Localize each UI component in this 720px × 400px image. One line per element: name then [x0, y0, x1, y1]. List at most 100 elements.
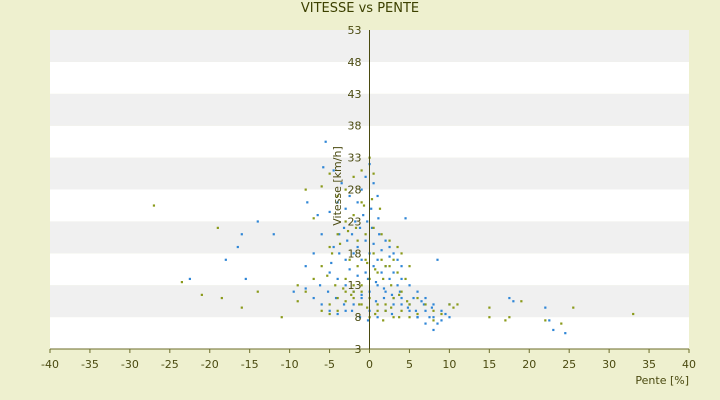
data-point [388, 239, 391, 242]
data-point [362, 204, 366, 207]
data-point [400, 296, 403, 300]
data-point [356, 274, 359, 277]
data-point [424, 309, 427, 312]
data-point [370, 207, 373, 210]
data-point [384, 309, 387, 312]
data-point [338, 233, 341, 236]
data-point [384, 290, 387, 293]
data-point [352, 296, 355, 300]
data-point [396, 245, 399, 249]
y-tick-label: 23 [348, 215, 362, 228]
data-point [416, 316, 419, 319]
data-point [312, 252, 315, 255]
data-point [360, 293, 363, 296]
data-point [400, 303, 403, 306]
data-point [374, 281, 378, 284]
data-point [406, 306, 410, 309]
data-point [392, 296, 395, 300]
data-point [296, 284, 299, 287]
data-point [256, 220, 259, 223]
data-point [352, 175, 355, 178]
data-point [350, 233, 354, 236]
data-point [354, 226, 358, 229]
data-point [296, 300, 299, 303]
data-point [396, 258, 399, 261]
data-point [384, 303, 387, 306]
data-point [448, 316, 451, 319]
data-point [366, 319, 370, 322]
data-point [380, 258, 383, 261]
data-point [372, 172, 375, 175]
data-point [432, 316, 435, 319]
data-point [326, 290, 330, 293]
data-point [360, 290, 363, 293]
data-point [564, 332, 567, 335]
data-point [400, 265, 403, 268]
data-point [180, 281, 183, 284]
data-point [344, 309, 347, 312]
data-point [360, 188, 363, 191]
data-point [304, 188, 307, 191]
data-point [378, 207, 382, 210]
data-point [392, 316, 395, 319]
data-point [354, 220, 357, 223]
y-tick-label: 13 [348, 279, 362, 292]
data-point [336, 233, 339, 236]
data-point [336, 312, 339, 316]
data-point [336, 309, 339, 312]
x-tick-label: -5 [324, 358, 335, 371]
data-point [376, 194, 379, 198]
data-point [364, 258, 367, 261]
data-point [240, 233, 243, 236]
data-point [344, 290, 347, 293]
data-point [414, 309, 418, 312]
data-point [380, 249, 383, 252]
x-tick-label: 40 [682, 358, 696, 371]
data-point [360, 303, 363, 306]
data-point [280, 316, 283, 319]
y-tick-label: 48 [348, 56, 362, 69]
data-point [400, 277, 403, 281]
data-point [342, 287, 345, 290]
data-point [152, 204, 156, 207]
data-point [488, 306, 491, 309]
data-point [312, 296, 315, 300]
data-point [216, 226, 219, 229]
data-point [356, 245, 359, 249]
data-point [380, 271, 383, 274]
x-axis-label: Pente [%] [635, 374, 689, 387]
data-point [360, 258, 363, 261]
data-points [152, 140, 635, 335]
data-point [356, 201, 359, 204]
data-point [388, 245, 391, 249]
data-point [376, 309, 379, 312]
data-point [350, 309, 354, 312]
data-point [412, 296, 415, 300]
data-point [316, 214, 319, 217]
data-point [304, 287, 307, 290]
data-point [356, 265, 359, 268]
data-point [344, 277, 347, 281]
data-point [376, 271, 379, 274]
data-point [520, 300, 523, 303]
data-point [304, 265, 307, 268]
data-point [436, 322, 439, 325]
data-point [456, 303, 459, 306]
data-point [408, 265, 411, 268]
data-point [488, 316, 491, 319]
data-point [378, 233, 381, 236]
x-tick-label: 20 [522, 358, 536, 371]
data-point [366, 220, 369, 223]
data-point [348, 194, 351, 198]
y-tick-label: 28 [348, 184, 362, 197]
data-point [272, 233, 275, 236]
data-point [344, 220, 347, 223]
data-point [372, 265, 375, 268]
data-point [292, 290, 295, 293]
data-point [376, 303, 379, 306]
data-point [372, 182, 375, 185]
data-point [377, 217, 380, 220]
data-point [508, 316, 511, 319]
